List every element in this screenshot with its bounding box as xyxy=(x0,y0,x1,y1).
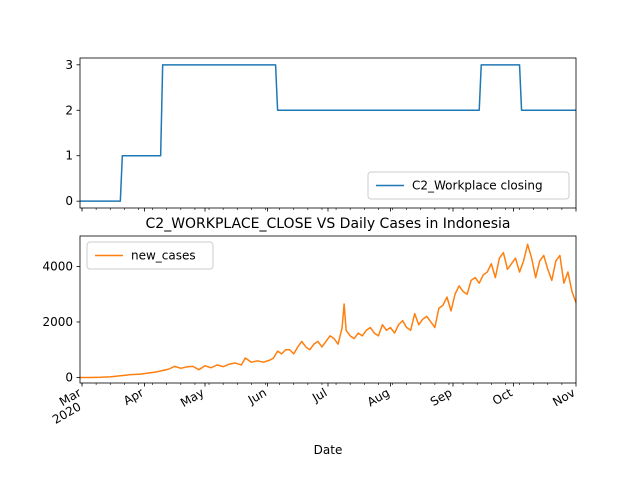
top-axes: 0 1 2 3 C2_Workplace closing xyxy=(65,57,577,212)
y-tick-label: 2000 xyxy=(42,315,73,329)
series-line-new-cases xyxy=(80,243,577,379)
top-legend: C2_Workplace closing xyxy=(367,171,570,200)
legend-box xyxy=(367,171,570,200)
x-axis-label: Date xyxy=(314,443,343,457)
y-tick-label: 2 xyxy=(65,103,73,117)
bottom-axes: C2_WORKPLACE_CLOSE VS Daily Cases in Ind… xyxy=(42,216,577,457)
chart-title: C2_WORKPLACE_CLOSE VS Daily Cases in Ind… xyxy=(146,216,511,232)
bottom-axes-frame xyxy=(79,235,577,384)
series-line-c2-workplace-closing xyxy=(80,64,576,202)
top-y-ticks: 0 1 2 3 xyxy=(65,58,80,208)
y-tick-label: 0 xyxy=(65,194,73,208)
bottom-legend: new_cases xyxy=(86,241,214,270)
top-plot-area xyxy=(80,64,576,202)
legend-label: new_cases xyxy=(131,249,196,263)
top-axes-frame xyxy=(79,57,577,209)
bottom-plot-area xyxy=(80,243,577,379)
legend-label: C2_Workplace closing xyxy=(412,179,543,193)
top-x-ticks xyxy=(81,208,577,212)
legend-box xyxy=(86,241,214,270)
y-tick-label: 3 xyxy=(65,58,73,72)
y-tick-label: 0 xyxy=(65,370,73,384)
bottom-y-ticks: 0 2000 4000 xyxy=(42,260,80,384)
x-tick-label: Jul xyxy=(309,385,329,405)
y-tick-label: 1 xyxy=(65,149,73,163)
y-tick-label: 4000 xyxy=(42,260,73,274)
